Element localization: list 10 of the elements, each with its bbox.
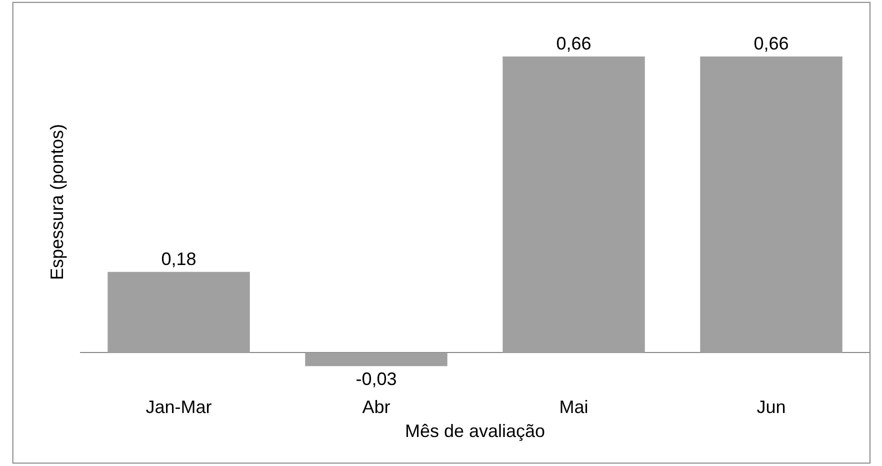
data-label: 0,66 — [556, 33, 592, 54]
x-tick-label: Jan-Mar — [146, 397, 212, 417]
x-tick-label: Mai — [559, 397, 588, 417]
data-label: 0,66 — [754, 33, 789, 54]
y-axis-title: Espessura (pontos) — [47, 124, 68, 280]
x-tick-label: Abr — [362, 397, 390, 417]
data-label: 0,18 — [161, 248, 196, 269]
x-tick-label: Jun — [756, 397, 786, 417]
x-axis-title: Mês de avaliação — [404, 421, 546, 442]
data-label: -0,03 — [356, 369, 397, 390]
